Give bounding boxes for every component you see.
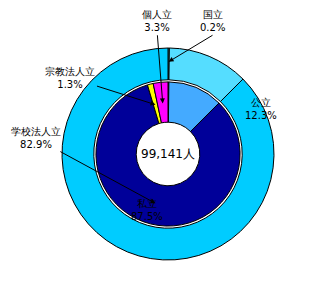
svg-text:国立0.2%: 国立0.2% xyxy=(200,9,225,33)
svg-text:個人立3.3%: 個人立3.3% xyxy=(142,9,172,33)
svg-text:私立87.5%: 私立87.5% xyxy=(131,198,163,222)
svg-text:宗教法人立1.3%: 宗教法人立1.3% xyxy=(45,66,95,90)
svg-text:公立12.3%: 公立12.3% xyxy=(245,97,277,121)
svg-text:学校法人立82.9%: 学校法人立82.9% xyxy=(11,126,61,150)
svg-text:99,141人: 99,141人 xyxy=(141,147,195,161)
